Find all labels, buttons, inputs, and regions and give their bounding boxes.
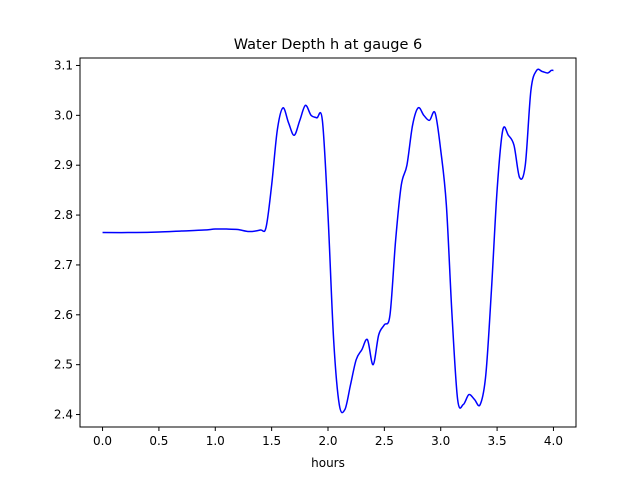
x-tick-label: 0.0 (93, 434, 112, 448)
y-tick-label: 2.9 (54, 158, 73, 172)
y-tick-label: 2.8 (54, 208, 73, 222)
y-axis-ticks: 2.4 2.5 2.6 2.7 2.8 2.9 3.0 3.1 (54, 58, 80, 422)
x-axis-ticks: 0.0 0.5 1.0 1.5 2.0 2.5 3.0 3.5 4.0 (93, 427, 563, 448)
x-axis-label: hours (311, 456, 345, 470)
x-tick-label: 2.5 (375, 434, 394, 448)
x-tick-label: 3.0 (431, 434, 450, 448)
x-tick-label: 4.0 (544, 434, 563, 448)
x-tick-label: 0.5 (149, 434, 168, 448)
plot-frame (79, 57, 577, 428)
series-line (102, 68, 554, 414)
x-tick-label: 1.5 (262, 434, 281, 448)
y-tick-label: 2.4 (54, 408, 73, 422)
y-tick-label: 3.1 (54, 58, 73, 72)
y-tick-label: 2.7 (54, 258, 73, 272)
chart-title: Water Depth h at gauge 6 (234, 37, 422, 53)
series-layer (102, 68, 554, 414)
y-tick-label: 2.6 (54, 308, 73, 322)
y-tick-label: 2.5 (54, 358, 73, 372)
x-tick-label: 3.5 (488, 434, 507, 448)
x-tick-label: 1.0 (206, 434, 225, 448)
y-tick-label: 3.0 (54, 108, 73, 122)
x-tick-label: 2.0 (318, 434, 337, 448)
